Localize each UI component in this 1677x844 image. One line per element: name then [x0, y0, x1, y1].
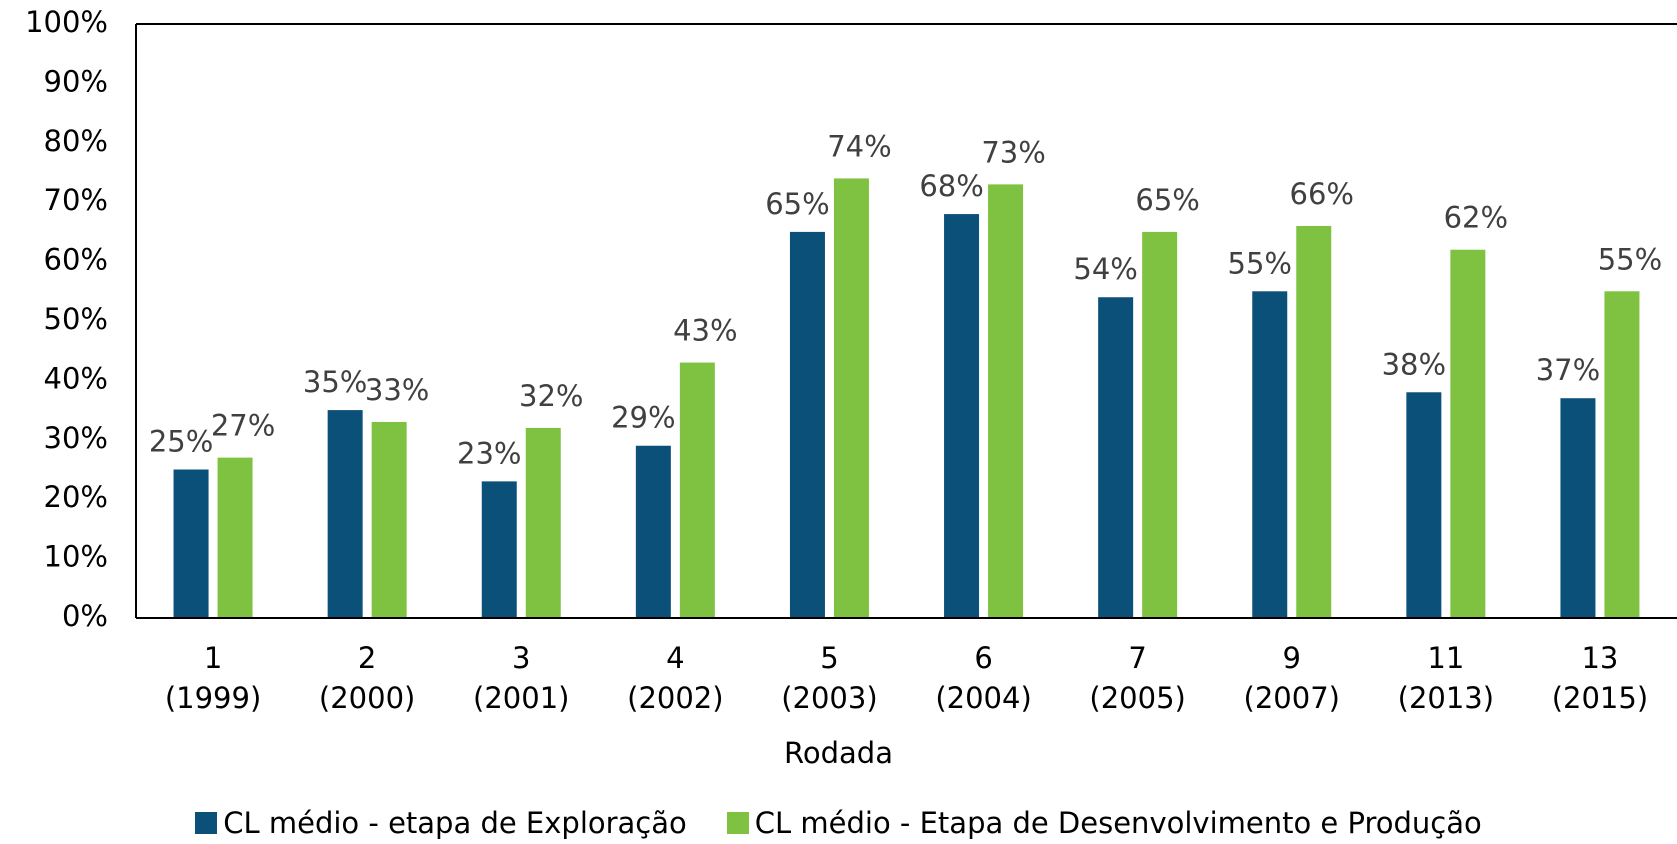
legend-label: CL médio - Etapa de Desenvolvimento e Pr…	[754, 806, 1482, 840]
y-tick-label: 100%	[25, 5, 108, 39]
value-label: 65%	[1135, 183, 1199, 217]
bar	[1560, 398, 1596, 618]
bar	[944, 214, 980, 618]
y-tick-label: 0%	[62, 599, 108, 633]
x-tick-label: 4 (2002)	[627, 641, 724, 715]
x-tick-label: 7 (2005)	[1089, 641, 1186, 715]
bar	[1252, 291, 1288, 618]
x-tick-label: 2 (2000)	[318, 641, 416, 715]
value-label: 54%	[1073, 252, 1137, 286]
value-label: 38%	[1382, 347, 1446, 381]
value-label: 65%	[765, 187, 829, 221]
legend-item: CL médio - Etapa de Desenvolvimento e Pr…	[726, 806, 1482, 840]
value-label: 68%	[919, 169, 983, 203]
value-label: 27%	[211, 409, 275, 443]
y-tick-label: 40%	[44, 361, 108, 395]
x-tick-label: 1 (1999)	[164, 641, 262, 715]
x-tick-label: 9 (2007)	[1243, 641, 1340, 715]
bar	[1098, 297, 1134, 618]
y-tick-label: 60%	[44, 243, 108, 277]
value-label: 55%	[1228, 246, 1292, 280]
legend-label: CL médio - etapa de Exploração	[223, 806, 687, 840]
legend: CL médio - etapa de Exploração CL médio -…	[0, 806, 1677, 840]
value-label: 37%	[1536, 353, 1600, 387]
value-label: 74%	[827, 129, 891, 163]
value-label: 25%	[149, 425, 213, 459]
x-tick-label: 13 (2015)	[1551, 641, 1649, 715]
bar	[217, 457, 253, 618]
y-tick-label: 70%	[44, 183, 108, 217]
value-label: 35%	[303, 365, 367, 399]
bar	[679, 362, 715, 618]
bar	[1604, 291, 1640, 618]
bar	[988, 184, 1024, 618]
bar	[833, 178, 869, 618]
bar	[789, 231, 825, 618]
y-tick-label: 50%	[44, 302, 108, 336]
x-tick-label: 3 (2001)	[473, 641, 570, 715]
value-label: 43%	[673, 314, 737, 348]
value-label: 23%	[457, 436, 521, 470]
value-label: 73%	[981, 135, 1045, 169]
bar	[1296, 225, 1332, 618]
bar	[525, 427, 561, 618]
value-label: 33%	[365, 373, 429, 407]
x-tick-label: 5 (2003)	[781, 641, 878, 715]
bar	[173, 469, 209, 618]
bar	[1406, 392, 1442, 618]
bar	[371, 421, 407, 618]
legend-swatch	[195, 812, 218, 834]
value-label: 29%	[611, 401, 675, 435]
legend-swatch	[726, 812, 749, 834]
legend-item: CL médio - etapa de Exploração	[195, 806, 687, 840]
x-axis-title: Rodada	[784, 736, 893, 770]
bar	[635, 445, 671, 618]
bar	[1450, 249, 1486, 618]
y-tick-label: 30%	[44, 421, 108, 455]
value-label: 32%	[519, 379, 583, 413]
y-tick-label: 90%	[44, 64, 108, 98]
x-tick-label: 6 (2004)	[935, 641, 1032, 715]
y-tick-label: 10%	[44, 540, 108, 574]
bar	[481, 481, 517, 618]
x-tick-label: 11 (2013)	[1397, 641, 1495, 715]
value-label: 66%	[1290, 177, 1354, 211]
y-tick-label: 20%	[44, 480, 108, 514]
y-tick-label: 80%	[44, 124, 108, 158]
bar	[327, 410, 363, 618]
value-label: 62%	[1444, 201, 1508, 235]
bar	[1142, 231, 1178, 618]
value-label: 55%	[1598, 242, 1662, 276]
